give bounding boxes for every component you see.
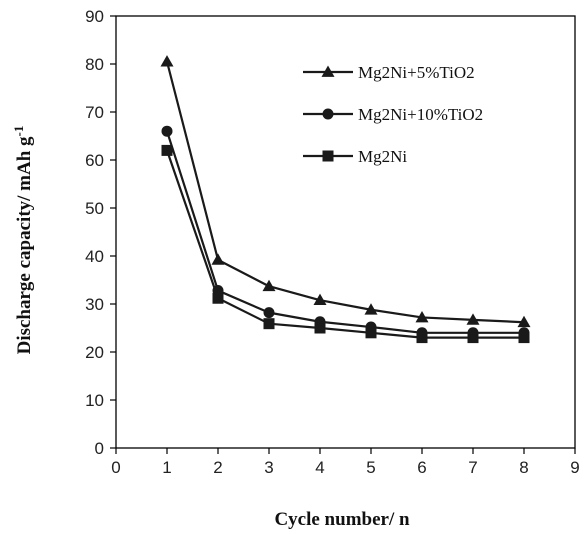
data-point <box>160 55 174 67</box>
y-tick-label: 60 <box>85 151 104 170</box>
y-tick-label: 40 <box>85 247 104 266</box>
legend-item: Mg2Ni <box>303 147 407 166</box>
series-line <box>165 150 524 339</box>
data-point <box>365 327 377 339</box>
x-tick-label: 0 <box>111 458 120 477</box>
x-tick-label: 1 <box>162 458 171 477</box>
y-tick-label: 50 <box>85 199 104 218</box>
data-point <box>415 310 429 323</box>
data-point <box>314 322 326 334</box>
data-point <box>161 144 173 156</box>
data-point <box>161 125 173 137</box>
x-tick-label: 7 <box>468 458 477 477</box>
plot-border <box>115 15 576 449</box>
x-tick-label: 2 <box>213 458 222 477</box>
series-square <box>161 144 530 344</box>
data-point <box>416 332 428 344</box>
series-line <box>165 130 524 334</box>
y-tick-label: 70 <box>85 103 104 122</box>
data-point <box>364 303 378 315</box>
y-axis-ticks: 0 10 20 30 40 50 60 70 80 90 <box>85 7 116 458</box>
y-axis-title: Discharge capacity/ mAh g-1 <box>11 126 36 355</box>
legend-label: Mg2Ni+10%TiO2 <box>358 105 483 124</box>
series-circle <box>161 125 530 339</box>
x-tick-label: 3 <box>264 458 273 477</box>
data-point <box>467 332 479 344</box>
legend-marker <box>322 108 334 120</box>
y-tick-label: 0 <box>95 439 104 458</box>
data-point <box>212 292 224 304</box>
series-layer <box>160 55 531 344</box>
y-tick-label: 90 <box>85 7 104 26</box>
legend-item: Mg2Ni+10%TiO2 <box>303 105 483 124</box>
y-tick-label: 20 <box>85 343 104 362</box>
data-point <box>313 293 327 306</box>
x-tick-label: 8 <box>519 458 528 477</box>
data-point <box>263 318 275 330</box>
y-axis-title-text: Discharge capacity/ mAh g <box>14 136 35 354</box>
legend: Mg2Ni+5%TiO2 Mg2Ni+10%TiO2 Mg2Ni <box>303 63 483 166</box>
data-point <box>466 313 480 325</box>
y-tick-label: 80 <box>85 55 104 74</box>
data-point <box>518 332 530 344</box>
legend-marker <box>321 65 335 77</box>
legend-label: Mg2Ni <box>358 147 407 166</box>
series-triangle <box>160 55 531 328</box>
plot-frame <box>115 15 576 449</box>
legend-label: Mg2Ni+5%TiO2 <box>358 63 475 82</box>
data-point <box>263 307 275 319</box>
data-point <box>262 279 276 292</box>
legend-marker <box>322 150 334 162</box>
y-axis-title-superscript: -1 <box>11 126 26 137</box>
x-axis-ticks: 0 1 2 3 4 5 6 7 8 9 <box>111 448 580 477</box>
x-tick-label: 4 <box>315 458 324 477</box>
x-tick-label: 9 <box>570 458 579 477</box>
series-line <box>165 61 525 324</box>
y-tick-label: 10 <box>85 391 104 410</box>
legend-item: Mg2Ni+5%TiO2 <box>303 63 475 82</box>
y-tick-label: 30 <box>85 295 104 314</box>
x-tick-label: 6 <box>417 458 426 477</box>
x-axis-title: Cycle number/ n <box>274 509 410 530</box>
x-tick-label: 5 <box>366 458 375 477</box>
data-point <box>517 315 531 328</box>
data-point <box>211 253 225 265</box>
